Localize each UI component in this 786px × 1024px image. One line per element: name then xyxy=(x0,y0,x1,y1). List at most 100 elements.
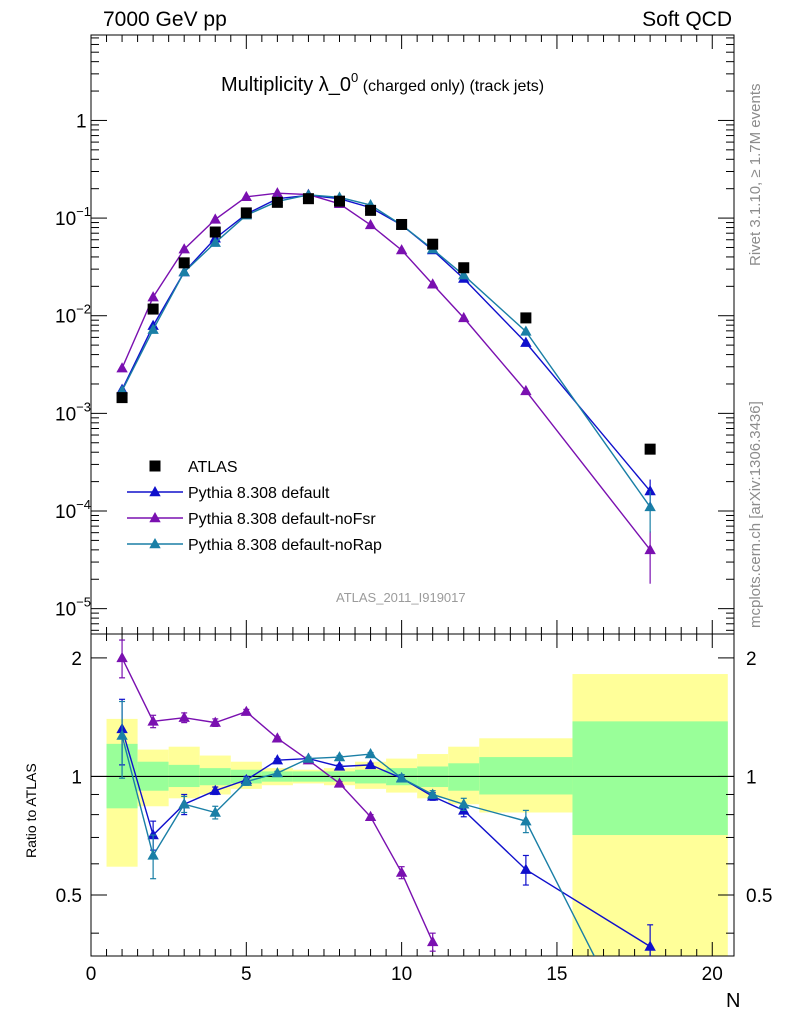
series-line-default xyxy=(121,194,651,492)
x-tick-label: 15 xyxy=(546,964,567,985)
y-tick-exponent: −3 xyxy=(76,399,91,414)
legend-label-noRap: Pythia 8.308 default-noRap xyxy=(188,537,382,554)
triangle-marker xyxy=(426,935,439,947)
ratio-y-tick-label: 1 xyxy=(71,767,82,788)
plot-title-superscript: 0 xyxy=(351,70,359,85)
x-tick-label: 5 xyxy=(241,964,252,985)
ratio-y-axis: 0.5 0.5 1 1 2 2 xyxy=(56,649,772,934)
x-axis: 0 5 10 15 20 xyxy=(86,35,723,985)
category-label: Soft QCD xyxy=(642,8,732,31)
y-tick-base: 10 xyxy=(55,307,76,328)
legend-label-default: Pythia 8.308 default xyxy=(188,485,330,502)
x-tick-label: 20 xyxy=(702,964,723,985)
triangle-marker xyxy=(240,705,253,716)
ratio-series xyxy=(116,639,656,956)
triangle-marker xyxy=(364,748,377,759)
ratio-y-tick-label-right: 2 xyxy=(746,649,757,670)
triangle-marker xyxy=(458,311,470,323)
triangle-marker xyxy=(333,760,346,771)
triangle-marker xyxy=(644,940,656,951)
atlas-data-point xyxy=(116,392,128,404)
plot-title: Multiplicity λ_00 (charged only) (track … xyxy=(221,70,544,97)
y-tick-label: 1 xyxy=(76,111,87,132)
triangle-marker xyxy=(364,758,377,770)
triangle-marker xyxy=(426,278,439,289)
y-tick-label: 10−1 xyxy=(55,204,91,230)
rivet-version-label: Rivet 3.1.10, ≥ 1.7M events xyxy=(747,83,764,267)
triangle-marker xyxy=(240,190,253,202)
atlas-data-point xyxy=(147,303,159,315)
x-axis-label: N xyxy=(726,990,741,1012)
triangle-marker xyxy=(520,815,532,826)
triangle-marker xyxy=(520,384,532,396)
ratio-axis-label: Ratio to ATLAS xyxy=(23,763,39,858)
triangle-marker xyxy=(178,798,190,809)
ratio-line-noRap xyxy=(121,735,595,956)
y-tick-label: 10−5 xyxy=(55,595,91,621)
triangle-marker xyxy=(178,266,190,277)
triangle-marker xyxy=(458,798,470,809)
legend-marker-atlas xyxy=(149,460,161,472)
analysis-watermark: ATLAS_2011_I919017 xyxy=(336,590,466,605)
triangle-marker xyxy=(147,829,159,840)
triangle-marker xyxy=(149,538,161,549)
y-tick-exponent: −1 xyxy=(76,204,91,219)
triangle-marker xyxy=(271,767,284,778)
atlas-data-point xyxy=(240,207,252,219)
y-tick-exponent: −4 xyxy=(76,497,91,512)
triangle-marker xyxy=(458,269,470,280)
triangle-marker xyxy=(364,218,377,230)
main-series xyxy=(116,187,656,584)
triangle-marker xyxy=(116,362,128,373)
triangle-marker xyxy=(209,784,221,795)
y-tick-base: 10 xyxy=(55,209,76,230)
ratio-y-tick-label: 2 xyxy=(71,649,82,670)
ratio-y-tick-label-right: 1 xyxy=(746,767,757,788)
triangle-marker xyxy=(209,236,221,247)
atlas-data-point xyxy=(520,312,532,324)
triangle-marker xyxy=(147,291,159,302)
legend: ATLAS Pythia 8.308 default Pythia 8.308 de… xyxy=(127,459,382,554)
legend-label-noFsr: Pythia 8.308 default-noFsr xyxy=(188,511,376,528)
plot-title-subtitle: (charged only) (track jets) xyxy=(358,78,545,95)
atlas-data-point xyxy=(302,193,314,205)
atlas-data-point xyxy=(271,196,283,208)
triangle-marker xyxy=(209,213,221,224)
triangle-marker xyxy=(147,323,159,334)
triangle-marker xyxy=(178,711,190,722)
triangle-marker xyxy=(147,849,159,860)
triangle-marker xyxy=(209,716,221,727)
y-tick-label: 10−2 xyxy=(55,302,91,328)
triangle-marker xyxy=(520,863,532,874)
triangle-marker xyxy=(240,775,253,786)
triangle-marker xyxy=(395,866,408,877)
series-line-noFsr xyxy=(121,192,651,551)
triangle-marker xyxy=(333,751,346,762)
atlas-data-point xyxy=(427,238,439,250)
legend-label-atlas: ATLAS xyxy=(188,459,238,476)
band-inner-bin xyxy=(479,757,573,795)
energy-label: 7000 GeV pp xyxy=(103,8,227,31)
triangle-marker xyxy=(271,732,284,743)
mcplots-reference-label: mcplots.cern.ch [arXiv:1306.3436] xyxy=(747,401,764,628)
x-tick-label: 10 xyxy=(391,964,412,985)
y-tick-base: 10 xyxy=(55,502,76,523)
triangle-marker xyxy=(271,187,284,198)
triangle-marker xyxy=(395,244,408,255)
y-tick-base: 1 xyxy=(76,111,87,132)
y-tick-label: 10−4 xyxy=(55,497,91,523)
ratio-y-tick-label: 0.5 xyxy=(56,886,82,907)
y-tick-exponent: −5 xyxy=(76,595,91,610)
y-tick-base: 10 xyxy=(55,404,76,425)
y-tick-exponent: −2 xyxy=(76,302,91,317)
band-inner-bin xyxy=(572,721,728,836)
atlas-data-point xyxy=(334,195,346,207)
triangle-marker xyxy=(395,772,408,783)
triangle-marker xyxy=(271,754,284,765)
atlas-data-point xyxy=(396,218,408,230)
plot-title-main: Multiplicity λ_0 xyxy=(221,74,352,96)
y-tick-base: 10 xyxy=(55,600,76,621)
main-y-axis: 10−510−410−310−210−11 xyxy=(55,37,734,631)
triangle-marker xyxy=(116,651,128,663)
y-tick-label: 10−3 xyxy=(55,399,91,425)
